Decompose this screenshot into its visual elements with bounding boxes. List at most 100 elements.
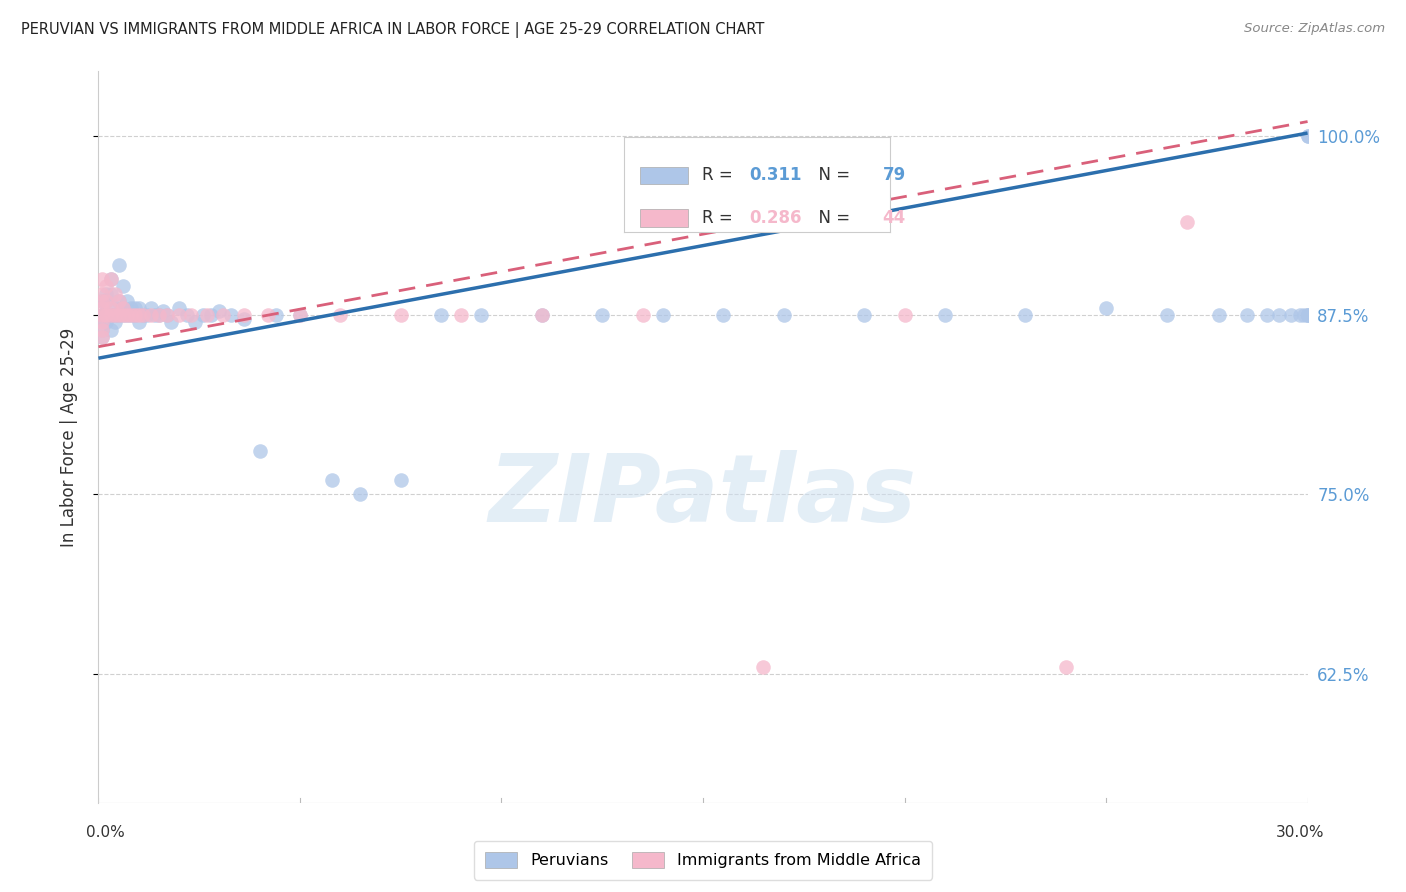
Point: [256, 308, 278, 322]
Point: [91, 308, 114, 322]
Point: [430, 308, 453, 322]
Point: [1296, 308, 1319, 322]
Point: [96, 308, 118, 322]
Point: [132, 308, 155, 322]
Point: [1296, 128, 1319, 143]
Point: [208, 304, 231, 318]
Point: [107, 258, 129, 272]
Point: [91, 329, 114, 343]
Point: [329, 308, 352, 322]
Point: [111, 308, 134, 322]
Point: [91, 308, 114, 322]
Point: [96, 315, 118, 329]
Point: [103, 315, 125, 329]
Point: [232, 312, 254, 326]
Point: [107, 293, 129, 308]
Point: [1054, 659, 1077, 673]
Point: [139, 301, 162, 315]
Point: [389, 473, 412, 487]
Point: [103, 301, 125, 315]
Point: [100, 272, 122, 286]
Point: [143, 308, 166, 322]
Point: [96, 293, 118, 308]
Point: [711, 308, 734, 322]
Point: [180, 308, 202, 322]
Point: [115, 293, 138, 308]
Point: [124, 308, 146, 322]
Point: [91, 308, 114, 322]
Point: [103, 286, 125, 301]
Point: [1095, 301, 1118, 315]
Point: [91, 329, 114, 343]
Point: [349, 487, 371, 501]
Point: [200, 308, 222, 322]
Point: [111, 301, 134, 315]
Point: [470, 308, 492, 322]
Point: [107, 308, 129, 322]
Point: [530, 308, 553, 322]
Point: [91, 315, 114, 329]
Point: [124, 301, 146, 315]
Point: [107, 293, 129, 308]
Point: [591, 308, 613, 322]
Text: 30.0%: 30.0%: [1277, 825, 1324, 840]
Point: [91, 293, 114, 308]
Point: [1288, 308, 1310, 322]
Point: [232, 308, 254, 322]
Point: [1208, 308, 1230, 322]
Point: [139, 308, 162, 322]
Point: [128, 308, 150, 322]
Point: [152, 304, 174, 318]
Point: [100, 322, 122, 336]
Point: [91, 293, 114, 308]
Point: [156, 308, 179, 322]
Point: [264, 308, 287, 322]
Point: [1175, 215, 1198, 229]
Point: [1014, 308, 1036, 322]
Point: [120, 301, 142, 315]
Point: [111, 308, 134, 322]
Text: PERUVIAN VS IMMIGRANTS FROM MIDDLE AFRICA IN LABOR FORCE | AGE 25-29 CORRELATION: PERUVIAN VS IMMIGRANTS FROM MIDDLE AFRIC…: [21, 22, 765, 38]
Point: [120, 308, 142, 322]
Point: [111, 301, 134, 315]
Point: [176, 308, 198, 322]
Point: [1296, 128, 1319, 143]
Point: [288, 308, 311, 322]
Point: [124, 308, 146, 322]
Point: [91, 322, 114, 336]
Point: [96, 293, 118, 308]
Point: [752, 659, 775, 673]
Point: [91, 315, 114, 329]
Point: [221, 308, 243, 322]
Point: [853, 308, 876, 322]
Point: [132, 308, 155, 322]
Point: [772, 308, 794, 322]
Point: [1292, 308, 1315, 322]
Point: [128, 301, 150, 315]
Point: [148, 308, 170, 322]
Point: [288, 308, 311, 322]
Text: Source: ZipAtlas.com: Source: ZipAtlas.com: [1244, 22, 1385, 36]
Point: [120, 308, 142, 322]
Point: [1256, 308, 1278, 322]
Point: [103, 308, 125, 322]
Point: [934, 308, 956, 322]
Point: [96, 286, 118, 301]
Point: [91, 286, 114, 301]
Legend: Peruvians, Immigrants from Middle Africa: Peruvians, Immigrants from Middle Africa: [474, 840, 932, 880]
Point: [100, 308, 122, 322]
Point: [96, 279, 118, 293]
Point: [321, 473, 343, 487]
Point: [91, 308, 114, 322]
Point: [651, 308, 673, 322]
Text: ZIPatlas: ZIPatlas: [489, 450, 917, 541]
Point: [91, 301, 114, 315]
Point: [450, 308, 472, 322]
Point: [184, 315, 207, 329]
Y-axis label: In Labor Force | Age 25-29: In Labor Force | Age 25-29: [59, 327, 77, 547]
Point: [100, 301, 122, 315]
Point: [100, 308, 122, 322]
Point: [1281, 308, 1303, 322]
Point: [107, 308, 129, 322]
Point: [91, 322, 114, 336]
